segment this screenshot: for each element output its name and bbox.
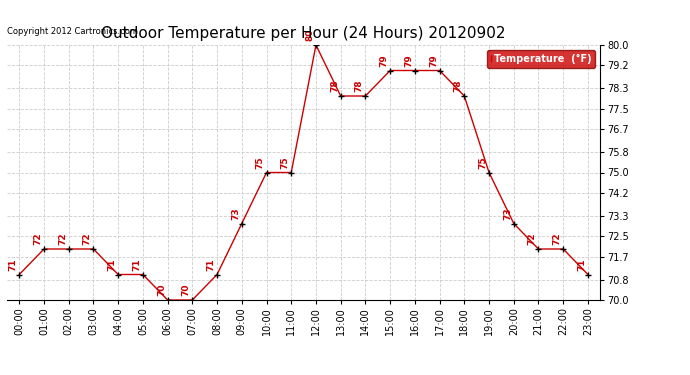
Text: 79: 79: [380, 54, 388, 67]
Text: 73: 73: [231, 207, 240, 220]
Text: 80: 80: [305, 29, 314, 41]
Text: 71: 71: [8, 258, 17, 271]
Text: 72: 72: [83, 232, 92, 245]
Text: 79: 79: [404, 54, 413, 67]
Text: 75: 75: [256, 156, 265, 169]
Text: 75: 75: [478, 156, 487, 169]
Text: 78: 78: [453, 80, 462, 92]
Text: 71: 71: [578, 258, 586, 271]
Text: 70: 70: [157, 284, 166, 296]
Text: 78: 78: [330, 80, 339, 92]
Text: Copyright 2012 Cartronics.com: Copyright 2012 Cartronics.com: [7, 27, 138, 36]
Text: 71: 71: [206, 258, 215, 271]
Text: 79: 79: [429, 54, 438, 67]
Text: 72: 72: [33, 232, 42, 245]
Text: 70: 70: [181, 284, 190, 296]
Text: 72: 72: [58, 232, 67, 245]
Text: 78: 78: [355, 80, 364, 92]
Text: 75: 75: [281, 156, 290, 169]
Text: 71: 71: [108, 258, 117, 271]
Text: 72: 72: [528, 232, 537, 245]
Legend: Temperature  (°F): Temperature (°F): [487, 50, 595, 68]
Text: 73: 73: [503, 207, 512, 220]
Text: 72: 72: [553, 232, 562, 245]
Title: Outdoor Temperature per Hour (24 Hours) 20120902: Outdoor Temperature per Hour (24 Hours) …: [101, 26, 506, 41]
Text: 71: 71: [132, 258, 141, 271]
